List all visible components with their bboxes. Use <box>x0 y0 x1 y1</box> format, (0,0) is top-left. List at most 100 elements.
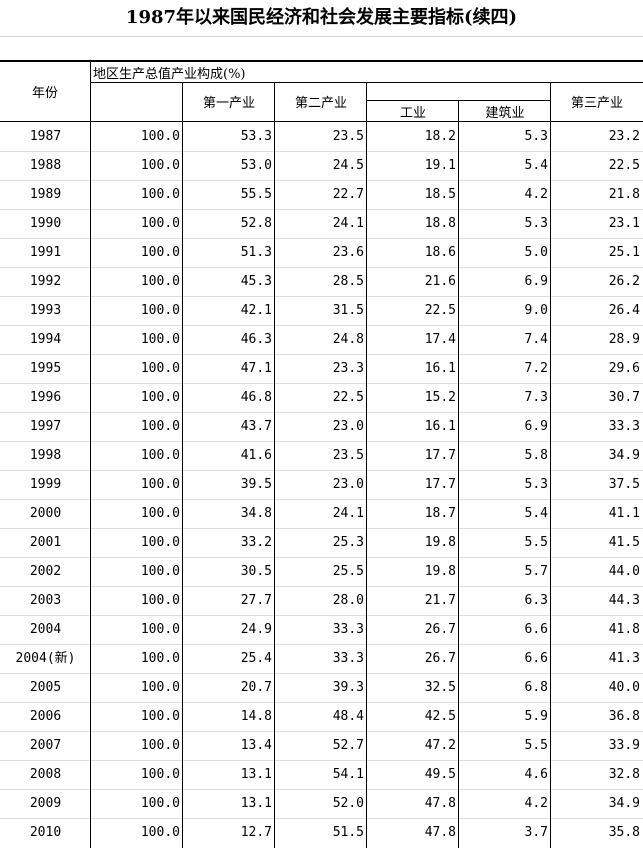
cell-industry: 47.8 <box>424 825 456 840</box>
cell-year: 1990 <box>29 216 62 231</box>
cell-secondary: 28.5 <box>332 274 364 289</box>
cell-secondary: 23.0 <box>332 477 364 492</box>
cell-primary: 52.8 <box>240 216 272 231</box>
cell-primary: 41.6 <box>240 448 272 463</box>
cell-year: 1988 <box>29 158 62 173</box>
cell-tertiary: 36.8 <box>608 709 640 724</box>
cell-secondary: 25.5 <box>332 564 364 579</box>
row-gridline <box>0 209 643 210</box>
cell-secondary: 51.5 <box>332 825 364 840</box>
cell-total: 100.0 <box>140 535 180 550</box>
cell-primary: 30.5 <box>240 564 272 579</box>
cell-primary: 14.8 <box>240 709 272 724</box>
cell-total: 100.0 <box>140 129 180 144</box>
cell-tertiary: 28.9 <box>608 332 640 347</box>
cell-secondary: 48.4 <box>332 709 364 724</box>
cell-tertiary: 26.2 <box>608 274 640 289</box>
cell-year: 1987 <box>29 129 62 144</box>
cell-year: 2008 <box>29 767 62 782</box>
cell-secondary: 23.3 <box>332 361 364 376</box>
cell-total: 100.0 <box>140 390 180 405</box>
cell-year: 1989 <box>29 187 62 202</box>
cell-tertiary: 44.3 <box>608 593 640 608</box>
cell-year: 2007 <box>29 738 62 753</box>
cell-year: 1999 <box>29 477 62 492</box>
cell-industry: 26.7 <box>424 651 456 666</box>
row-gridline <box>0 499 643 500</box>
cell-industry: 32.5 <box>424 680 456 695</box>
cell-total: 100.0 <box>140 564 180 579</box>
cell-tertiary: 41.3 <box>608 651 640 666</box>
cell-construction: 6.9 <box>524 274 548 289</box>
cell-construction: 4.2 <box>524 187 548 202</box>
cell-year: 2000 <box>29 506 62 521</box>
cell-secondary: 24.8 <box>332 332 364 347</box>
cell-industry: 21.7 <box>424 593 456 608</box>
cell-tertiary: 37.5 <box>608 477 640 492</box>
row-gridline <box>0 267 643 268</box>
cell-tertiary: 21.8 <box>608 187 640 202</box>
cell-secondary: 54.1 <box>332 767 364 782</box>
cell-total: 100.0 <box>140 332 180 347</box>
cell-primary: 55.5 <box>240 187 272 202</box>
cell-year: 2004 <box>29 622 62 637</box>
cell-total: 100.0 <box>140 361 180 376</box>
row-gridline <box>0 180 643 181</box>
cell-total: 100.0 <box>140 622 180 637</box>
cell-construction: 5.3 <box>524 129 548 144</box>
cell-primary: 43.7 <box>240 419 272 434</box>
col-divider <box>366 82 367 848</box>
cell-year: 1992 <box>29 274 62 289</box>
header-top-border <box>0 60 643 62</box>
cell-total: 100.0 <box>140 593 180 608</box>
row-gridline <box>0 731 643 732</box>
cell-tertiary: 23.1 <box>608 216 640 231</box>
cell-construction: 6.8 <box>524 680 548 695</box>
cell-primary: 51.3 <box>240 245 272 260</box>
cell-primary: 13.1 <box>240 767 272 782</box>
cell-year: 1991 <box>29 245 62 260</box>
cell-industry: 15.2 <box>424 390 456 405</box>
cell-tertiary: 34.9 <box>608 448 640 463</box>
cell-total: 100.0 <box>140 767 180 782</box>
header-subrule <box>90 82 366 83</box>
header-gdp-structure: 地区生产总值产业构成(%) <box>93 66 246 82</box>
header-year: 年份 <box>31 85 58 101</box>
header-industry: 工业 <box>399 105 426 121</box>
cell-industry: 47.2 <box>424 738 456 753</box>
cell-secondary: 52.7 <box>332 738 364 753</box>
cell-tertiary: 23.2 <box>608 129 640 144</box>
cell-total: 100.0 <box>140 825 180 840</box>
cell-total: 100.0 <box>140 419 180 434</box>
cell-primary: 45.3 <box>240 274 272 289</box>
cell-year: 2004(新) <box>15 651 76 666</box>
col-divider <box>274 82 275 848</box>
cell-construction: 3.7 <box>524 825 548 840</box>
cell-construction: 5.4 <box>524 158 548 173</box>
cell-year: 1998 <box>29 448 62 463</box>
cell-industry: 47.8 <box>424 796 456 811</box>
row-gridline <box>0 441 643 442</box>
cell-tertiary: 41.1 <box>608 506 640 521</box>
cell-year: 1996 <box>29 390 62 405</box>
col-divider <box>182 82 183 848</box>
cell-total: 100.0 <box>140 245 180 260</box>
cell-secondary: 24.1 <box>332 216 364 231</box>
cell-total: 100.0 <box>140 738 180 753</box>
cell-construction: 7.3 <box>524 390 548 405</box>
cell-construction: 4.2 <box>524 796 548 811</box>
cell-year: 2006 <box>29 709 62 724</box>
cell-year: 1994 <box>29 332 62 347</box>
col-divider <box>90 62 91 848</box>
cell-construction: 5.5 <box>524 535 548 550</box>
row-gridline <box>0 789 643 790</box>
header-secondary-industry: 第二产业 <box>294 95 347 111</box>
cell-industry: 17.7 <box>424 448 456 463</box>
cell-total: 100.0 <box>140 709 180 724</box>
row-gridline <box>0 644 643 645</box>
cell-construction: 7.2 <box>524 361 548 376</box>
cell-primary: 12.7 <box>240 825 272 840</box>
cell-primary: 20.7 <box>240 680 272 695</box>
cell-primary: 34.8 <box>240 506 272 521</box>
cell-year: 2003 <box>29 593 62 608</box>
